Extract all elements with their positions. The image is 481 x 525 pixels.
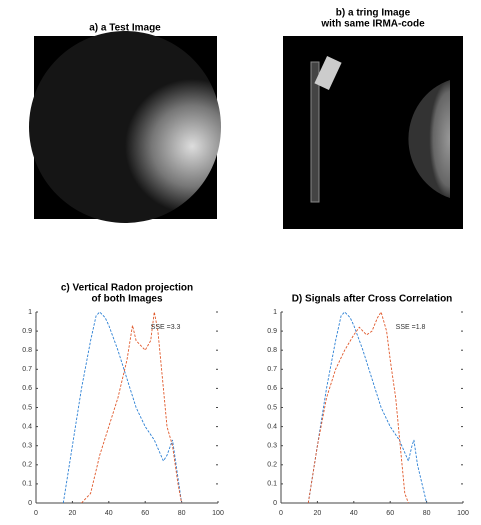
y-tick-label: 0.2 [267, 462, 277, 469]
y-tick-label: 0 [273, 500, 277, 507]
annotation: SSE =1.8 [396, 324, 426, 331]
y-tick-label: 0.6 [22, 385, 32, 392]
annotation: SSE =3.3 [151, 324, 181, 331]
y-tick-label: 0.5 [22, 404, 32, 411]
title: b) a tring Image [336, 8, 411, 19]
series-line [307, 310, 409, 504]
x-tick-label: 60 [141, 510, 149, 517]
x-tick-label: 0 [34, 510, 38, 517]
series-line [62, 311, 183, 504]
y-tick-label: 0.7 [22, 366, 32, 373]
title: of both Images [91, 294, 163, 305]
y-tick-label: 0.4 [22, 423, 32, 430]
title: D) Signals after Cross Correlation [292, 294, 453, 305]
x-tick-label: 100 [212, 510, 224, 517]
y-tick-label: 0.8 [267, 347, 277, 354]
y-tick-label: 0.6 [267, 385, 277, 392]
y-tick-label: 0.3 [22, 443, 32, 450]
y-tick-label: 0.9 [22, 328, 32, 335]
test-image [29, 31, 221, 223]
title: c) Vertical Radon projection [61, 283, 193, 294]
x-tick-label: 80 [178, 510, 186, 517]
y-tick-label: 0 [28, 500, 32, 507]
y-tick-label: 0.7 [267, 366, 277, 373]
series-line [307, 311, 428, 504]
y-tick-label: 0.2 [22, 462, 32, 469]
y-tick-label: 1 [28, 309, 32, 316]
title: a) a Test Image [89, 23, 161, 34]
x-tick-label: 0 [279, 510, 283, 517]
y-tick-label: 0.9 [267, 328, 277, 335]
y-tick-label: 0.3 [267, 443, 277, 450]
tring-image [283, 36, 463, 229]
x-tick-label: 20 [314, 510, 322, 517]
x-tick-label: 60 [386, 510, 394, 517]
x-tick-label: 80 [423, 510, 431, 517]
x-tick-label: 40 [105, 510, 113, 517]
x-tick-label: 100 [457, 510, 469, 517]
y-tick-label: 1 [273, 309, 277, 316]
x-tick-label: 40 [350, 510, 358, 517]
y-tick-label: 0.5 [267, 404, 277, 411]
y-tick-label: 0.1 [267, 481, 277, 488]
title: with same IRMA-code [320, 19, 425, 30]
y-tick-label: 0.4 [267, 423, 277, 430]
x-tick-label: 20 [69, 510, 77, 517]
series-line [81, 311, 183, 504]
y-tick-label: 0.8 [22, 347, 32, 354]
y-tick-label: 0.1 [22, 481, 32, 488]
